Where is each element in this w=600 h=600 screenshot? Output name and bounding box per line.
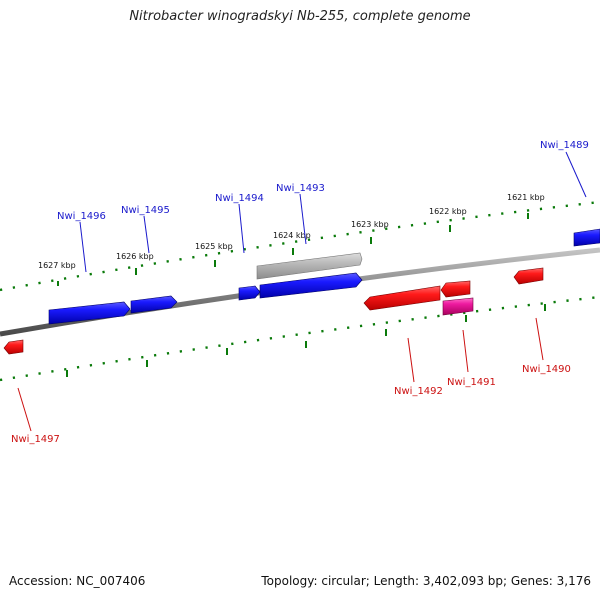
gene-Nwi_1495[interactable]: [130, 295, 178, 314]
scale-label: 1622 kbp: [429, 207, 467, 216]
gene-label[interactable]: Nwi_1496: [57, 211, 106, 222]
inner-tick-ring: [0, 295, 600, 382]
gene-Nwi_1492[interactable]: [363, 285, 441, 311]
outer-tick-ring: [0, 200, 600, 292]
gene-label[interactable]: Nwi_1497: [11, 434, 60, 445]
gene-Nwi_1491[interactable]: [440, 280, 471, 298]
scale-labels: 1627 kbp 1626 kbp 1625 kbp 1624 kbp 1623…: [38, 193, 545, 270]
scale-label: 1623 kbp: [351, 220, 389, 229]
leader-lines: [17, 151, 587, 432]
gene-Nwi_1491-rna[interactable]: [442, 297, 474, 316]
reverse-strand-genes: [3, 267, 544, 355]
genome-summary: Topology: circular; Length: 3,402,093 bp…: [261, 574, 591, 588]
rna-gene-gray[interactable]: [256, 252, 363, 280]
gene-labels: Nwi_1496 Nwi_1495 Nwi_1494 Nwi_1493 Nwi_…: [11, 140, 589, 445]
scale-label: 1626 kbp: [116, 252, 154, 261]
forward-strand-genes: [48, 228, 600, 325]
gene-label[interactable]: Nwi_1494: [215, 193, 264, 204]
gene-Nwi_1493[interactable]: [259, 272, 363, 299]
gene-label[interactable]: Nwi_1491: [447, 377, 496, 388]
scale-label: 1624 kbp: [273, 231, 311, 240]
map-title: Nitrobacter winogradskyi Nb-255, complet…: [129, 9, 471, 24]
gene-label[interactable]: Nwi_1493: [276, 183, 325, 194]
gene-Nwi_1496[interactable]: [48, 301, 131, 325]
gene-Nwi_1497[interactable]: [3, 339, 24, 355]
gene-label[interactable]: Nwi_1495: [121, 205, 170, 216]
scale-label: 1621 kbp: [507, 193, 545, 202]
scale-label: 1625 kbp: [195, 242, 233, 251]
accession-text: Accession: NC_007406: [9, 574, 146, 588]
gene-label[interactable]: Nwi_1490: [522, 364, 571, 375]
gene-label[interactable]: Nwi_1492: [394, 386, 443, 397]
gene-Nwi_1489[interactable]: [573, 228, 600, 247]
gene-label[interactable]: Nwi_1489: [540, 140, 589, 151]
gene-Nwi_1490[interactable]: [513, 267, 544, 285]
gene-Nwi_1494[interactable]: [238, 285, 261, 301]
scale-label: 1627 kbp: [38, 261, 76, 270]
